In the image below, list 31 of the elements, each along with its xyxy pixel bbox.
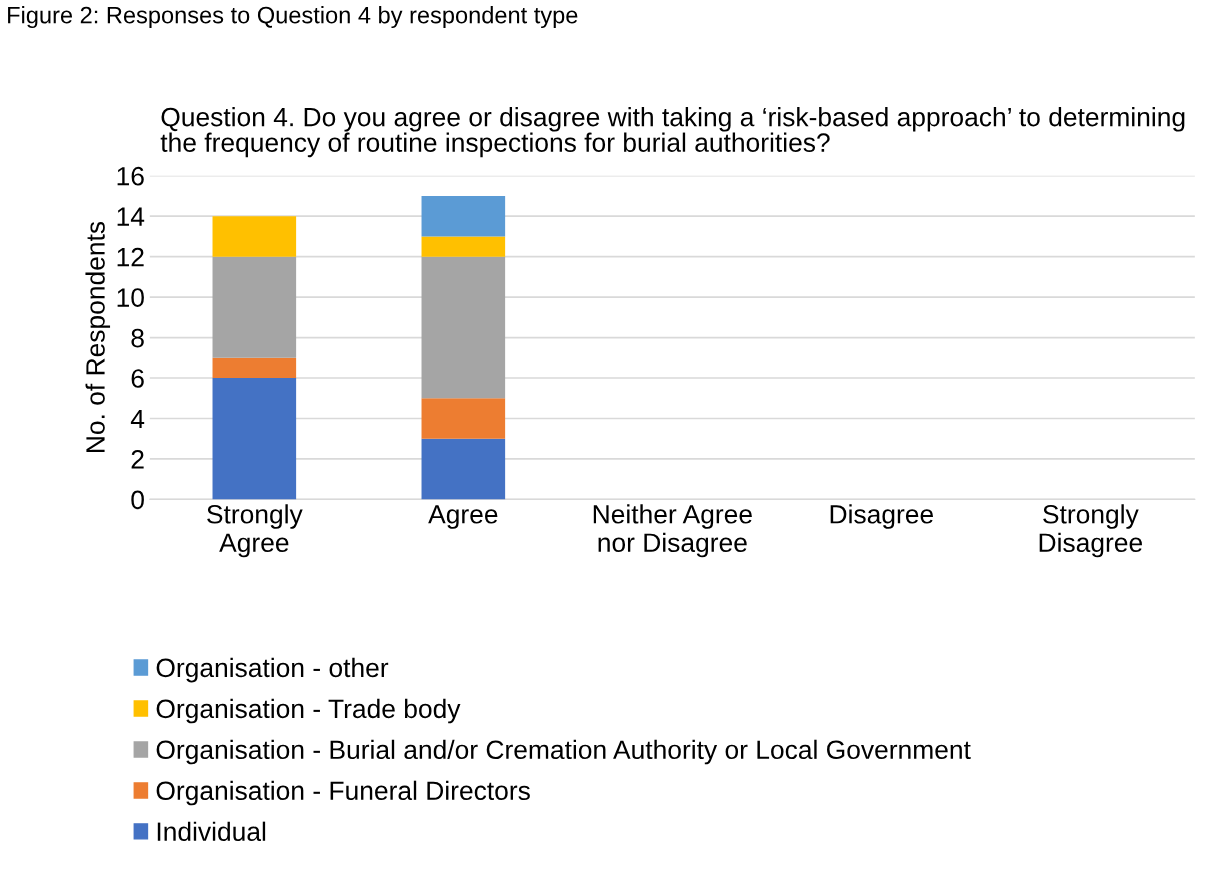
y-tick-label: 12	[117, 247, 144, 267]
chart-title: Question 4. Do you agree or disagree with taking a ‘risk-based approach’ to determining the frequency of routine inspections for burial authorities?	[160, 107, 1185, 158]
legend-label: Organisation - Funeral Directors	[156, 780, 530, 806]
y-tick-label: 10	[117, 288, 144, 307]
x-tick-label: Strongly Disagree	[1039, 504, 1142, 558]
x-tick-label: Strongly Agree	[207, 504, 303, 558]
y-tick-label: 8	[131, 328, 144, 348]
legend-label: Organisation - Trade body	[156, 698, 461, 724]
y-tick-label: 6	[131, 369, 144, 388]
legend-label: Organisation - other	[156, 657, 389, 683]
legend-label: Organisation - Burial and/or Cremation Authority or Local Government	[156, 739, 971, 765]
bar	[212, 216, 297, 257]
x-tick-label: Agree	[428, 505, 498, 529]
bar	[421, 438, 506, 500]
y-tick-label: 4	[130, 409, 145, 429]
bar	[212, 256, 297, 358]
y-tick-label: 2	[131, 450, 144, 469]
bar	[421, 236, 506, 257]
x-tick-label: Neither Agree nor Disagree	[593, 504, 752, 558]
y-tick-label: 16	[117, 166, 144, 186]
y-tick-label: 14	[117, 207, 145, 226]
bar	[212, 378, 297, 500]
y-axis-title: No. of Respondents	[85, 221, 111, 453]
caption: Figure 2: Responses to Question 4 by respondent type	[8, 6, 578, 29]
bar	[421, 398, 506, 439]
bar	[421, 256, 506, 399]
bar	[212, 357, 297, 379]
bar	[421, 195, 506, 237]
y-tick-label: 0	[131, 490, 144, 510]
x-tick-label: Disagree	[830, 504, 933, 529]
legend-label: Individual	[157, 821, 266, 842]
